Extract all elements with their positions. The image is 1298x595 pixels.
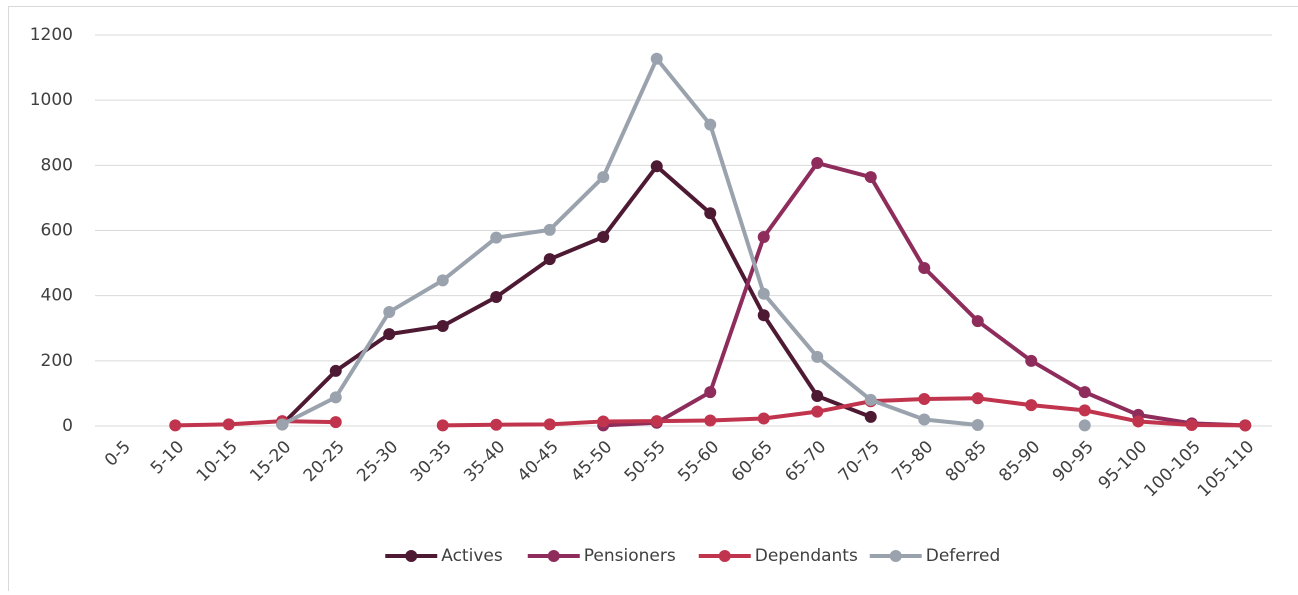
marker	[1132, 415, 1144, 427]
marker	[811, 406, 823, 418]
marker	[1079, 404, 1091, 416]
marker	[597, 171, 609, 183]
marker	[597, 415, 609, 427]
marker	[1186, 419, 1198, 431]
y-tick-label: 200	[41, 351, 73, 371]
x-tick-label: 70-75	[835, 437, 884, 486]
marker	[918, 393, 930, 405]
legend-marker	[890, 550, 902, 562]
marker	[544, 253, 556, 265]
marker	[918, 413, 930, 425]
legend-marker	[405, 550, 417, 562]
x-tick-label: 75-80	[888, 437, 937, 486]
marker	[169, 419, 181, 431]
x-tick-label: 25-30	[353, 437, 402, 486]
marker	[865, 394, 877, 406]
marker	[437, 419, 449, 431]
marker	[1025, 399, 1037, 411]
x-tick-label: 45-50	[567, 437, 616, 486]
marker	[330, 416, 342, 428]
marker	[704, 207, 716, 219]
marker	[972, 419, 984, 431]
legend-marker	[548, 550, 560, 562]
marker	[490, 419, 502, 431]
marker	[758, 413, 770, 425]
marker	[276, 418, 288, 430]
x-tick-label: 80-85	[942, 437, 991, 486]
series-line	[443, 398, 1246, 425]
y-tick-label: 400	[41, 286, 73, 306]
legend-label: Actives	[441, 546, 503, 566]
x-tick-label: 100-105	[1140, 437, 1204, 501]
marker	[758, 231, 770, 243]
marker	[1025, 355, 1037, 367]
marker	[544, 224, 556, 236]
y-tick-label: 1000	[30, 90, 73, 110]
series-line	[175, 421, 336, 425]
legend-label: Dependants	[755, 546, 858, 566]
marker	[758, 288, 770, 300]
x-tick-label: 20-25	[300, 437, 349, 486]
y-tick-label: 0	[62, 416, 73, 436]
x-tick-label: 55-60	[674, 437, 723, 486]
marker	[437, 274, 449, 286]
legend-marker	[719, 550, 731, 562]
marker	[704, 386, 716, 398]
marker	[330, 365, 342, 377]
marker	[490, 232, 502, 244]
x-tick-label: 35-40	[460, 437, 509, 486]
marker	[865, 411, 877, 423]
marker	[437, 320, 449, 332]
marker	[972, 392, 984, 404]
x-tick-label: 10-15	[193, 437, 242, 486]
marker	[597, 231, 609, 243]
marker	[704, 414, 716, 426]
legend-label: Deferred	[926, 546, 1001, 566]
marker	[544, 418, 556, 430]
x-tick-label: 0-5	[101, 437, 135, 471]
marker	[972, 315, 984, 327]
chart-border	[9, 7, 1298, 592]
x-tick-label: 5-10	[147, 437, 188, 478]
x-tick-label: 15-20	[246, 437, 295, 486]
marker	[811, 390, 823, 402]
marker	[811, 157, 823, 169]
marker	[811, 351, 823, 363]
y-tick-label: 800	[41, 155, 73, 175]
series-line	[282, 59, 978, 425]
x-tick-label: 90-95	[1049, 437, 1098, 486]
marker	[490, 291, 502, 303]
x-tick-label: 50-55	[621, 437, 670, 486]
y-tick-label: 1200	[30, 25, 73, 45]
marker	[651, 415, 663, 427]
marker	[918, 262, 930, 274]
marker	[651, 53, 663, 65]
y-tick-label: 600	[41, 221, 73, 241]
x-tick-label: 85-90	[995, 437, 1044, 486]
marker	[865, 171, 877, 183]
legend-label: Pensioners	[584, 546, 676, 566]
marker	[1079, 386, 1091, 398]
marker	[383, 328, 395, 340]
marker	[223, 418, 235, 430]
x-tick-label: 60-65	[728, 437, 777, 486]
marker	[1079, 419, 1091, 431]
marker	[330, 391, 342, 403]
x-tick-label: 40-45	[514, 437, 563, 486]
marker	[704, 119, 716, 131]
marker	[383, 306, 395, 318]
x-tick-label: 30-35	[407, 437, 456, 486]
marker	[651, 160, 663, 172]
x-tick-label: 105-110	[1194, 437, 1258, 501]
marker	[758, 309, 770, 321]
marker	[1239, 419, 1251, 431]
x-tick-label: 65-70	[781, 437, 830, 486]
